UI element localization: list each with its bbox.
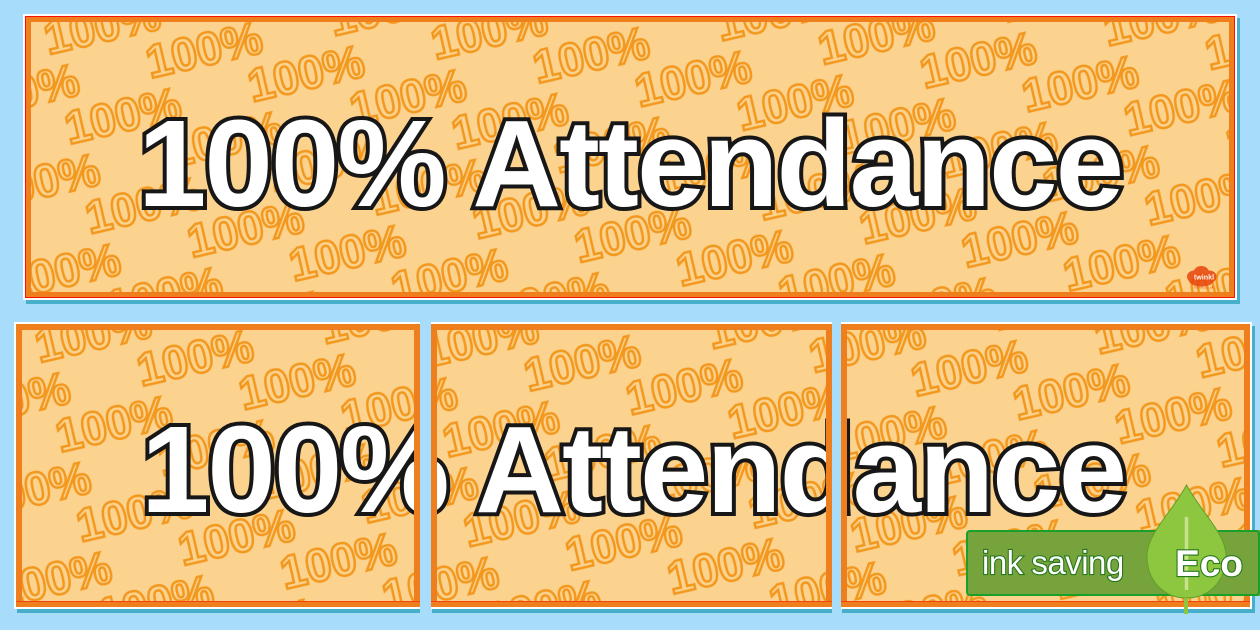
- svg-text:twinkl.co.uk: twinkl.co.uk: [1194, 285, 1213, 289]
- svg-text:twinkl: twinkl: [1194, 273, 1214, 281]
